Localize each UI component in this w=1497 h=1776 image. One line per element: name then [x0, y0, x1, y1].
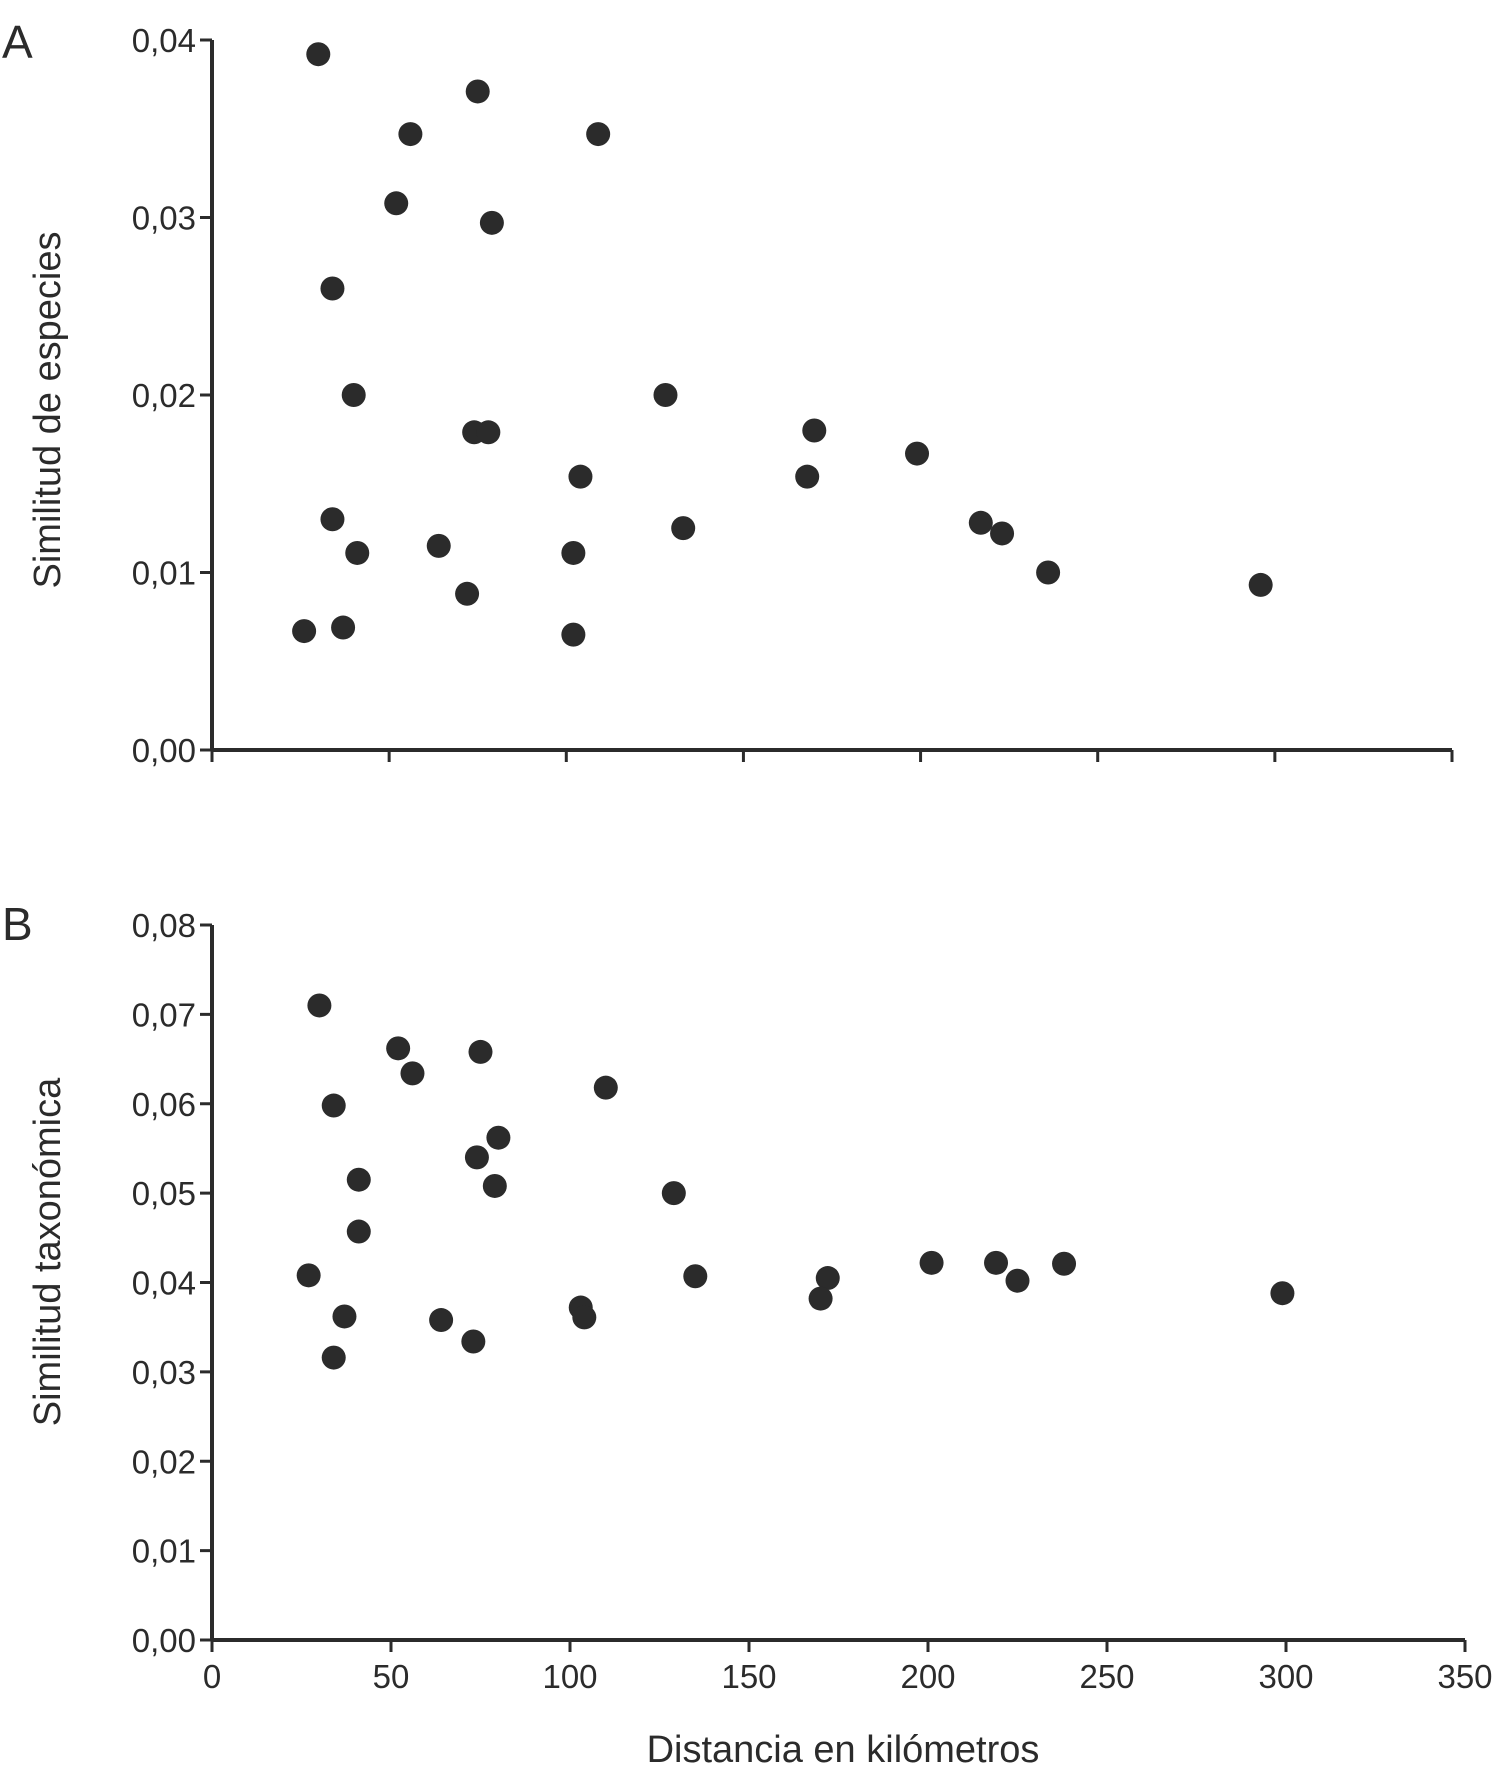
panel-a-data-point	[990, 521, 1015, 546]
panel-b-data-point	[815, 1266, 840, 1291]
panel-a-data-point	[586, 122, 611, 147]
panel-b-data-point	[593, 1075, 618, 1100]
panel-b-data-point	[321, 1093, 346, 1118]
panel-a-data-point	[384, 191, 409, 216]
panel-b-y-tick-label: 0,06	[132, 1086, 196, 1123]
panel-b-data-point	[468, 1039, 493, 1064]
panel-a-data-point	[292, 619, 317, 644]
panel-b-x-axis-title: Distancia en kilómetros	[647, 1729, 1040, 1771]
panel-b-y-tick-label: 0,08	[132, 907, 196, 944]
panel-b-y-tick-label: 0,07	[132, 996, 196, 1033]
panel-b-ticks: 0,00 0,01 0,02 0,03 0,04 0,05 0,06 0,07 0,08 0 50 1…	[132, 907, 1493, 1695]
panel-a-data-point	[802, 418, 827, 443]
panel-b-data-point	[482, 1173, 507, 1198]
panel-b-data-point	[321, 1345, 346, 1370]
panel-b-y-axis-title: Similitud taxonómica	[27, 1077, 69, 1426]
panel-b-y-tick-label: 0,02	[132, 1443, 196, 1480]
panel-b-data-point	[429, 1308, 454, 1333]
panel-a-y-tick-label: 0,03	[132, 200, 196, 237]
panel-b-data-point	[400, 1061, 425, 1086]
panel-a-data-point	[345, 540, 370, 565]
panel-a-data-point	[561, 622, 586, 647]
panel-a-data-point	[341, 383, 366, 407]
panel-a-data-point	[320, 507, 345, 532]
panel-a-data-point	[426, 533, 451, 558]
panel-b-x-tick-label: 0	[203, 1658, 221, 1695]
panel-a-data-point	[306, 42, 331, 67]
panel-a-data-point	[398, 122, 423, 147]
panel-b-data-point	[661, 1181, 686, 1206]
panel-b-y-tick-label: 0,03	[132, 1354, 196, 1391]
panel-b-data-point	[346, 1167, 371, 1192]
panel-a-data-point	[479, 210, 504, 235]
panel-a-data-point	[968, 510, 993, 535]
panel-b-data-point	[808, 1286, 833, 1311]
panel-a-y-tick-label: 0,04	[132, 22, 196, 59]
panel-a-y-tick-label: 0,00	[132, 732, 196, 769]
panel-a-scatter-chart: A Similitud de especies 0,00 0,01 0,02 0,03…	[2, 16, 1454, 769]
panel-a-data-point	[465, 79, 490, 104]
panel-b-data-point	[572, 1305, 597, 1330]
panel-b-x-tick-label: 100	[542, 1658, 597, 1695]
panel-b-data-point	[1052, 1251, 1077, 1276]
panel-b-y-tick-label: 0,01	[132, 1533, 196, 1570]
panel-a-data-point	[320, 276, 345, 301]
panel-b-data-point	[486, 1125, 511, 1150]
panel-a-y-tick-label: 0,02	[132, 377, 196, 414]
panel-b-x-tick-label: 200	[900, 1658, 955, 1695]
panel-b-data-point	[461, 1329, 486, 1354]
panel-b-data-point	[307, 993, 332, 1018]
panel-b-data-point	[296, 1263, 321, 1288]
panel-b-x-tick-label: 150	[721, 1658, 776, 1695]
panel-b-data-point	[919, 1250, 944, 1275]
panel-a-points	[292, 42, 1273, 647]
panel-b-data-point	[984, 1250, 1009, 1275]
panel-b-data-point	[386, 1036, 411, 1061]
panel-a-ticks: 0,00 0,01 0,02 0,03 0,04	[132, 22, 1454, 769]
panel-b-data-point	[683, 1264, 708, 1289]
panel-b-x-tick-label: 300	[1258, 1658, 1313, 1695]
panel-b-scatter-chart: B Similitud taxonómica Distancia en kiló…	[2, 898, 1493, 1771]
panel-a-y-tick-label: 0,01	[132, 555, 196, 592]
panel-b-data-point	[1270, 1281, 1295, 1306]
panel-b-x-tick-label: 350	[1437, 1658, 1492, 1695]
panel-a-data-point	[671, 516, 696, 541]
panel-b-x-tick-label: 250	[1079, 1658, 1134, 1695]
panel-a-y-axis-title: Similitud de especies	[27, 232, 69, 589]
panel-b-y-tick-label: 0,00	[132, 1622, 196, 1659]
panel-b-x-tick-label: 50	[373, 1658, 410, 1695]
panel-b-data-point	[1005, 1268, 1030, 1293]
panel-a-data-point	[331, 615, 356, 640]
panel-b-y-tick-label: 0,04	[132, 1265, 196, 1302]
panel-b-data-point	[332, 1304, 357, 1329]
panel-a-data-point	[476, 420, 501, 445]
panel-a-data-point	[905, 441, 930, 466]
panel-a-data-point	[795, 464, 820, 489]
panel-b-y-tick-label: 0,05	[132, 1175, 196, 1212]
panel-a-data-point	[1036, 560, 1061, 585]
panel-a-data-point	[653, 383, 678, 407]
panel-a-data-point	[568, 464, 593, 489]
panel-a-data-point	[455, 581, 480, 606]
panel-b-data-point	[346, 1219, 371, 1244]
panel-a-data-point	[561, 540, 586, 565]
panel-b-data-point	[464, 1145, 489, 1170]
panel-a-label: A	[2, 16, 33, 68]
panel-b-points	[296, 993, 1295, 1370]
panel-a-data-point	[1248, 572, 1273, 597]
panel-b-label: B	[2, 898, 33, 950]
